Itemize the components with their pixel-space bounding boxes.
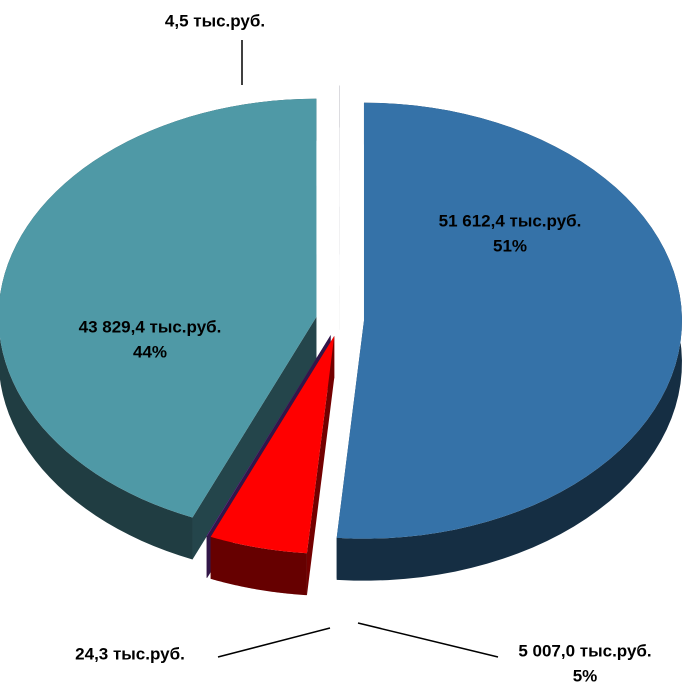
- slice-side: [192, 316, 317, 560]
- leader-line: [357, 622, 499, 658]
- data-label: 24,3 тыс.руб.: [75, 644, 185, 663]
- percent-label: 5%: [573, 666, 598, 685]
- pie: [0, 85, 682, 596]
- slice: [336, 102, 682, 539]
- leader-line: [217, 627, 331, 658]
- data-label: 4,5 тыс.руб.: [165, 11, 265, 30]
- data-label: 43 829,4 тыс.руб.: [79, 317, 222, 336]
- slice-side: [306, 335, 335, 596]
- slice: [206, 335, 331, 537]
- percent-label: 51%: [493, 236, 527, 255]
- slice-wall: [210, 536, 307, 596]
- slice: [0, 98, 317, 518]
- slice: [210, 335, 335, 554]
- data-label: 5 007,0 тыс.руб.: [518, 641, 651, 660]
- percent-label: 44%: [133, 342, 167, 361]
- data-label: 51 612,4 тыс.руб.: [439, 211, 582, 230]
